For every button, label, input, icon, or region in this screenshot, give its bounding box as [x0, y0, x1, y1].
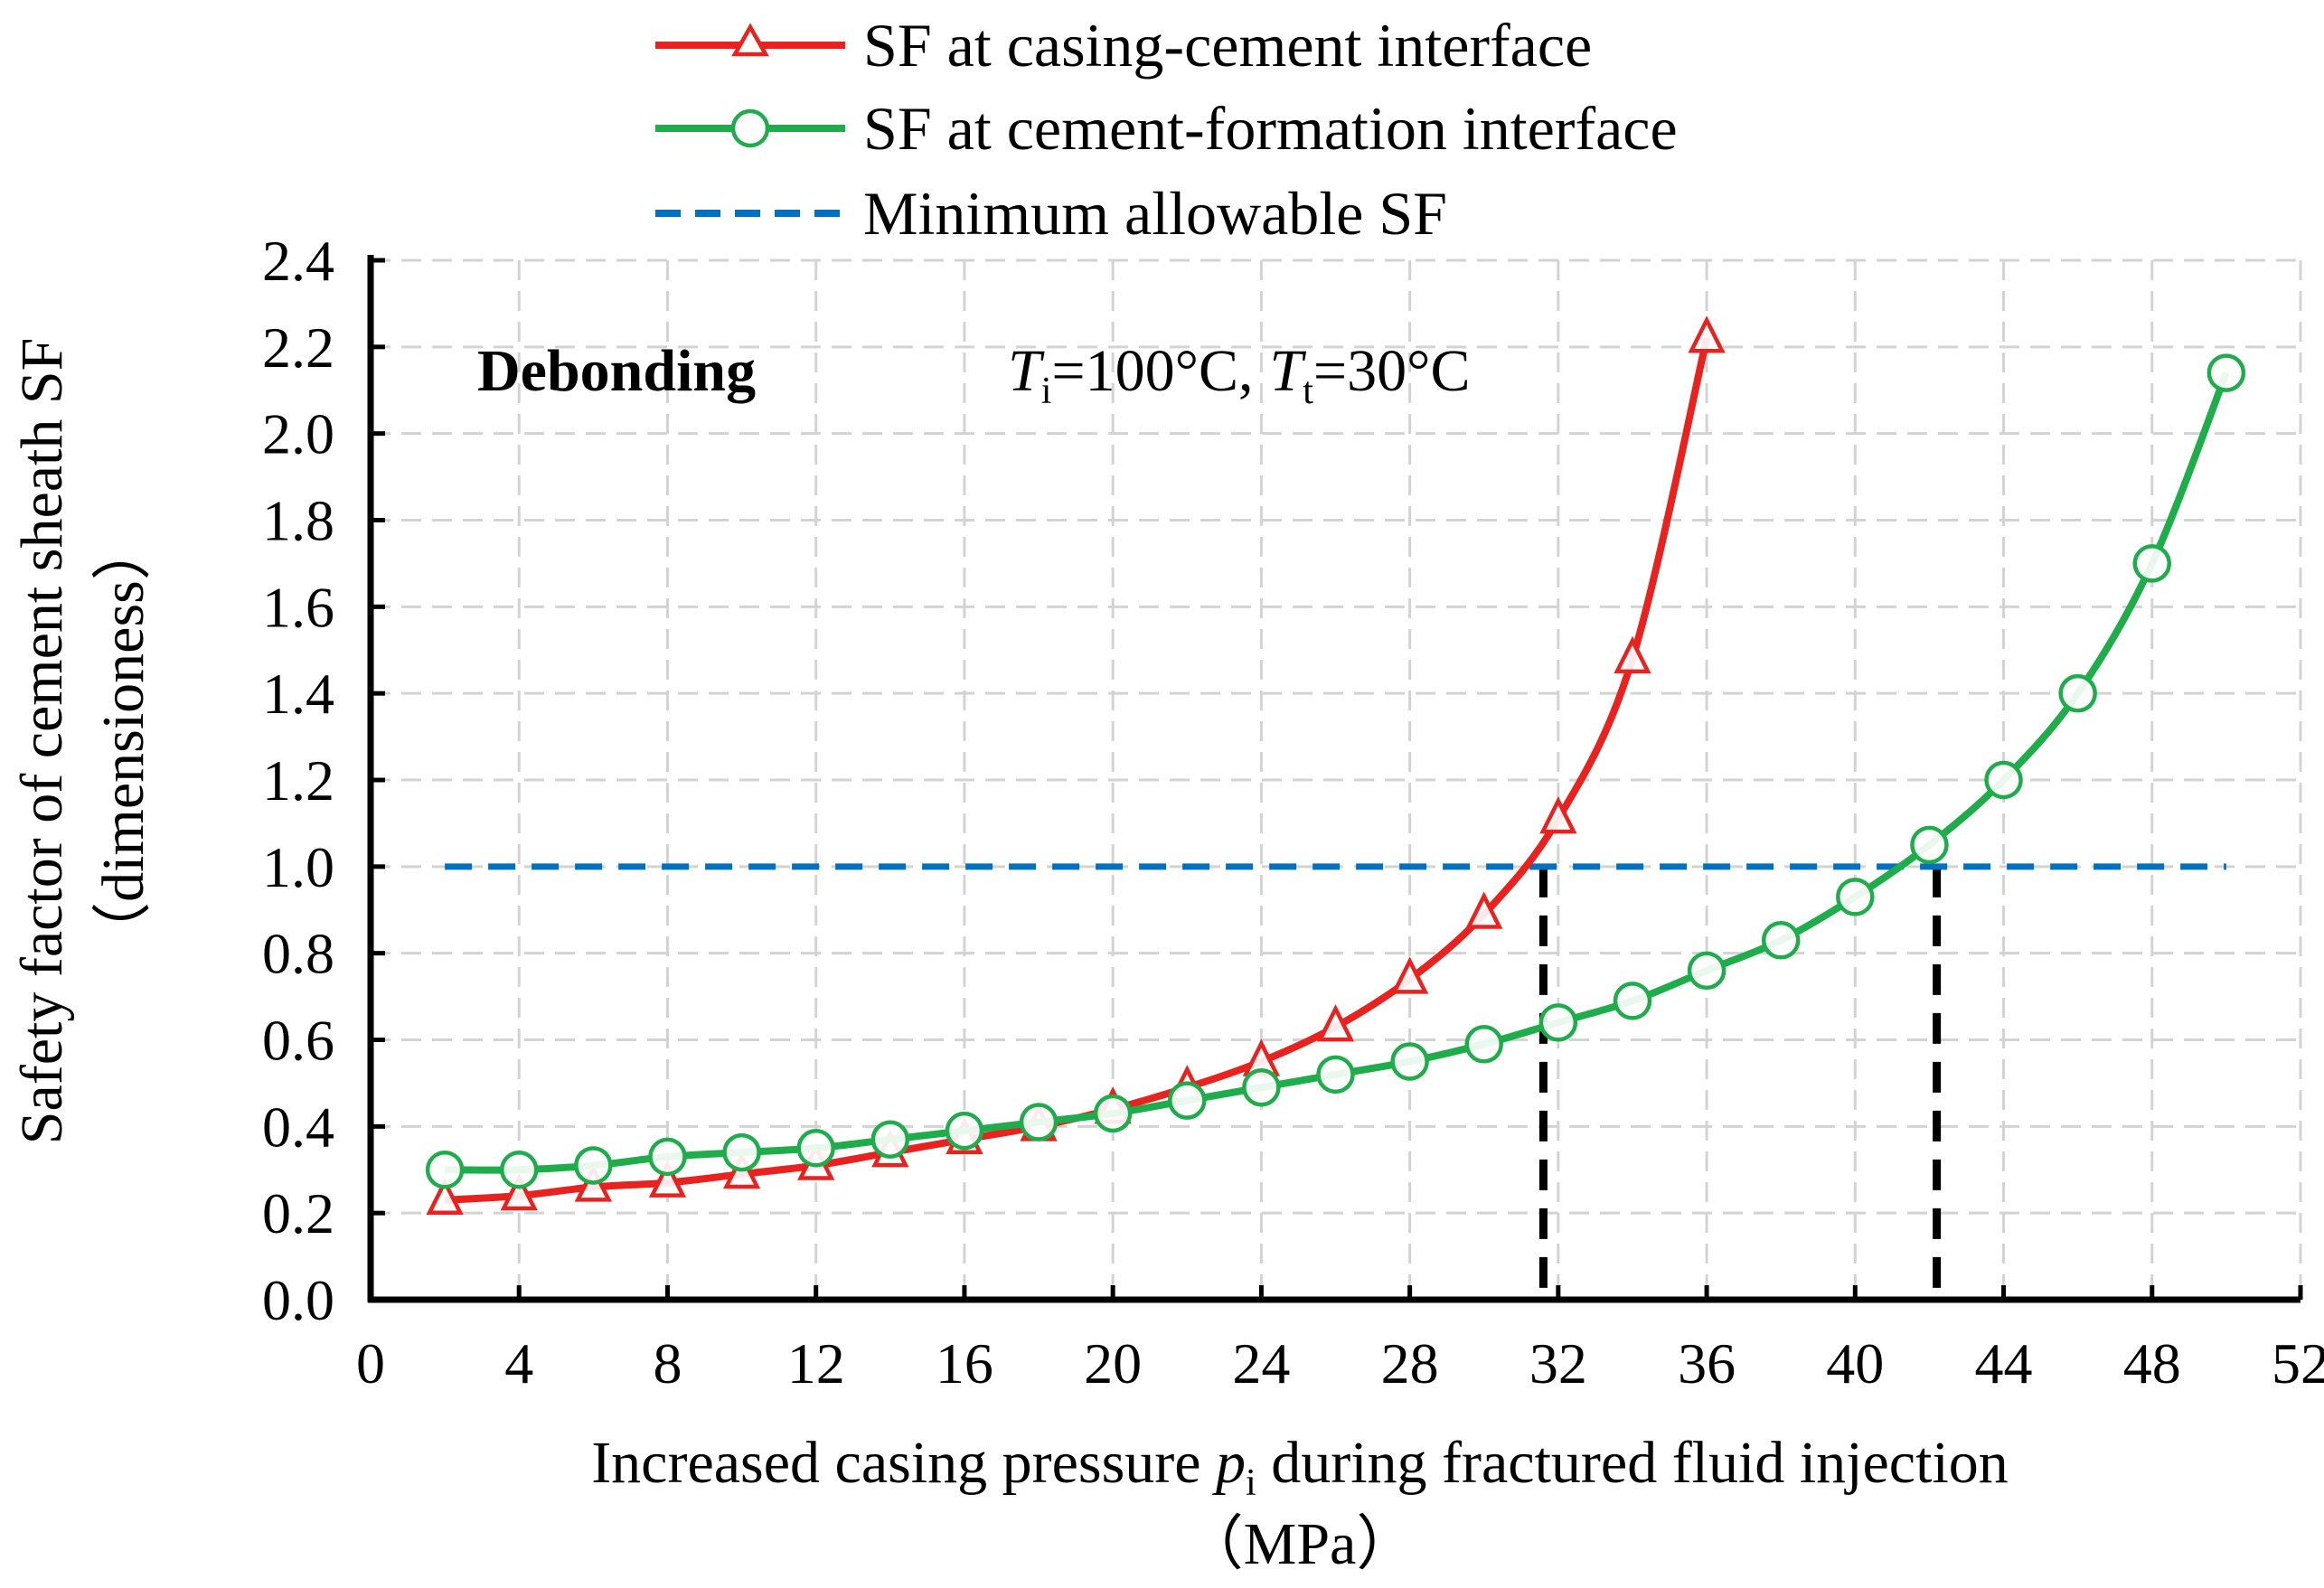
x-tick-label-1: 4 [504, 1331, 533, 1395]
y-tick-label-1: 0.2 [262, 1181, 334, 1245]
series-1-point-10 [1168, 1081, 1207, 1120]
grid [371, 258, 2302, 1300]
y-axis-unit: （dimensioness） [90, 521, 156, 962]
x-tick-label-4: 16 [936, 1331, 993, 1395]
axes [367, 255, 2303, 1303]
series-1-point-7 [945, 1111, 984, 1151]
series-0-point-13 [1390, 956, 1429, 994]
legend-label-casing: SF at casing-cement interface [863, 11, 1592, 80]
series-1-point-20 [1910, 825, 1949, 865]
series-1-point-24 [2206, 353, 2246, 392]
series-1-point-15 [1538, 1003, 1578, 1042]
series-0-point-1 [500, 1172, 538, 1211]
x-tick-label-9: 36 [1678, 1331, 1736, 1395]
series-1-point-16 [1613, 982, 1652, 1020]
series-1-point-9 [1093, 1094, 1133, 1133]
series-1-point-19 [1836, 878, 1875, 916]
series-1-point-8 [1019, 1103, 1059, 1142]
y-axis-title: Safety factor of cement sheath SF [9, 338, 75, 1145]
y-tick-label-11: 2.2 [262, 315, 334, 380]
tick-labels: 0.0 0.2 0.4 0.6 0.8 1.0 1.2 1.4 1.6 1.8 2.0 2.2 2.4 0… [262, 229, 2324, 1395]
annotation-temperature: Ti=100°C, Tt=30°C [1008, 338, 1471, 412]
legend-marker-circle [730, 108, 770, 148]
x-tick-label-8: 32 [1529, 1331, 1587, 1395]
legend-marker-triangle [731, 23, 769, 57]
x-tick-label-2: 8 [653, 1331, 682, 1395]
annotation-debonding: Debonding [477, 338, 756, 404]
y-tick-label-8: 1.6 [262, 575, 334, 639]
series-1-point-14 [1464, 1025, 1503, 1064]
y-tick-label-2: 0.4 [262, 1095, 334, 1159]
series-0-point-17 [1688, 315, 1726, 353]
y-tick-label-7: 1.4 [262, 662, 334, 726]
x-axis-unit: （MPa） [1184, 1511, 1416, 1577]
series-line-0 [444, 337, 1710, 1204]
legend: SF at casing-cement interface SF at ceme… [655, 11, 1678, 248]
x-tick-label-10: 40 [1826, 1331, 1884, 1395]
series-1-point-17 [1687, 951, 1727, 991]
series-0-point-15 [1539, 796, 1577, 834]
series-1-point-12 [1316, 1055, 1355, 1095]
x-tick-label-5: 20 [1084, 1331, 1142, 1395]
x-axis-title: Increased casing pressure pi during frac… [591, 1430, 2009, 1504]
y-tick-label-4: 0.8 [262, 922, 334, 986]
series-1-point-5 [796, 1129, 835, 1168]
series-0-point-14 [1465, 891, 1503, 929]
series-1-point-11 [1242, 1067, 1281, 1107]
x-tick-label-3: 12 [787, 1331, 845, 1395]
series-1-point-3 [648, 1137, 687, 1177]
x-tick-label-0: 0 [356, 1331, 385, 1395]
x-tick-label-11: 44 [1975, 1331, 2033, 1395]
series-0-point-16 [1614, 635, 1651, 674]
series-1-point-21 [1984, 760, 2023, 800]
legend-label-minimum: Minimum allowable SF [863, 179, 1447, 248]
series-line-1 [445, 371, 2230, 1174]
series-1-point-13 [1390, 1042, 1429, 1081]
series-1-point-0 [425, 1151, 465, 1189]
series-1-point-18 [1761, 921, 1801, 960]
x-tick-label-6: 24 [1232, 1331, 1290, 1395]
y-tick-label-9: 1.8 [262, 489, 334, 553]
series-0-point-0 [426, 1177, 464, 1216]
series-0-point-12 [1316, 1004, 1355, 1042]
x-tick-label-13: 52 [2272, 1331, 2324, 1395]
series-1-point-4 [722, 1132, 761, 1172]
x-tick-label-7: 28 [1381, 1331, 1439, 1395]
series-1-point-2 [574, 1146, 613, 1185]
x-tick-label-12: 48 [2123, 1331, 2181, 1395]
drop-lines [1538, 866, 1942, 1300]
y-tick-label-0: 0.0 [262, 1268, 334, 1332]
series-1-point-22 [2058, 673, 2097, 713]
y-tick-label-12: 2.4 [262, 229, 334, 293]
y-tick-label-5: 1.0 [262, 835, 334, 899]
series-1-point-23 [2132, 544, 2172, 583]
legend-label-formation: SF at cement-formation interface [863, 94, 1678, 163]
series-0-point-3 [648, 1160, 687, 1198]
series-1-point-6 [870, 1120, 910, 1159]
y-tick-label-6: 1.2 [262, 748, 334, 813]
series-group [425, 315, 2246, 1216]
y-tick-label-3: 0.6 [262, 1009, 334, 1073]
y-tick-label-10: 2.0 [262, 402, 334, 466]
series-1-point-1 [499, 1151, 539, 1189]
